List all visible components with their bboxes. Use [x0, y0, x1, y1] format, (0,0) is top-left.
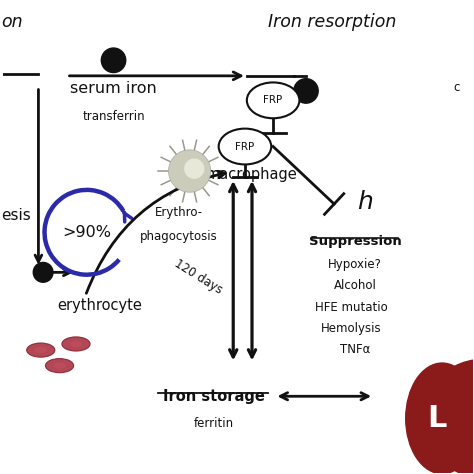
- Ellipse shape: [27, 343, 55, 357]
- Text: erythrocyte: erythrocyte: [57, 298, 142, 313]
- Ellipse shape: [54, 363, 66, 369]
- Text: Suppression: Suppression: [309, 235, 401, 247]
- Ellipse shape: [62, 337, 90, 351]
- Text: Iron resorption: Iron resorption: [268, 13, 396, 31]
- Text: Hypoxie?: Hypoxie?: [328, 258, 382, 271]
- Ellipse shape: [70, 341, 82, 347]
- Ellipse shape: [247, 82, 300, 118]
- Text: Hemolysis: Hemolysis: [321, 322, 382, 335]
- Text: TNFα: TNFα: [340, 343, 371, 356]
- Circle shape: [168, 150, 211, 192]
- Text: Erythro-: Erythro-: [155, 206, 203, 219]
- Ellipse shape: [406, 363, 474, 474]
- Ellipse shape: [219, 128, 271, 164]
- Text: 120 days: 120 days: [172, 257, 224, 297]
- Text: FRP: FRP: [264, 95, 283, 105]
- Text: c: c: [453, 82, 459, 94]
- Ellipse shape: [46, 358, 73, 373]
- Text: macrophage: macrophage: [205, 167, 297, 182]
- Text: h: h: [357, 190, 373, 214]
- Circle shape: [33, 263, 53, 282]
- Text: L: L: [428, 404, 447, 433]
- Text: esis: esis: [1, 208, 31, 223]
- Circle shape: [184, 158, 204, 179]
- Circle shape: [101, 48, 126, 73]
- Text: serum iron: serum iron: [70, 81, 157, 96]
- Text: HFE mutatio: HFE mutatio: [315, 301, 388, 314]
- Circle shape: [239, 130, 260, 151]
- Ellipse shape: [35, 347, 47, 353]
- Text: on: on: [1, 13, 22, 31]
- Text: >90%: >90%: [62, 225, 111, 240]
- Circle shape: [294, 79, 318, 103]
- Wedge shape: [423, 359, 474, 474]
- Text: phagocytosis: phagocytosis: [140, 230, 218, 243]
- Text: Iron storage: Iron storage: [163, 389, 264, 404]
- Text: ferritin: ferritin: [193, 417, 234, 430]
- Text: transferrin: transferrin: [82, 110, 145, 123]
- Text: Alcohol: Alcohol: [334, 279, 377, 292]
- Text: FRP: FRP: [235, 142, 255, 152]
